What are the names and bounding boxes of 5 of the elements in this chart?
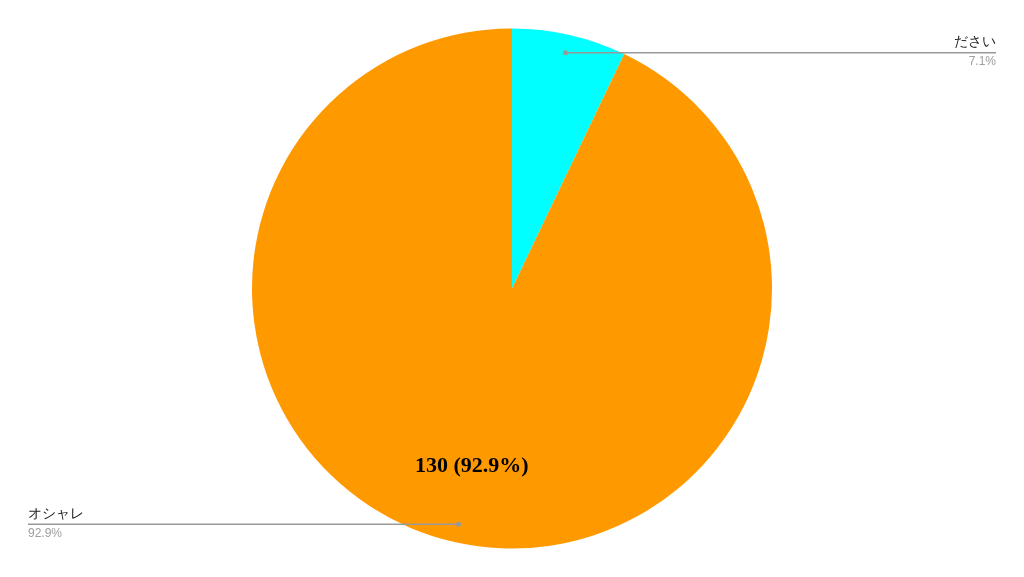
data-label: 130 (92.9%)	[414, 451, 529, 477]
slice-label: ださい	[954, 33, 996, 50]
text: 7.1%	[968, 54, 997, 68]
slice-label: オシャレ	[28, 504, 84, 521]
text: 92.9%	[28, 525, 63, 540]
